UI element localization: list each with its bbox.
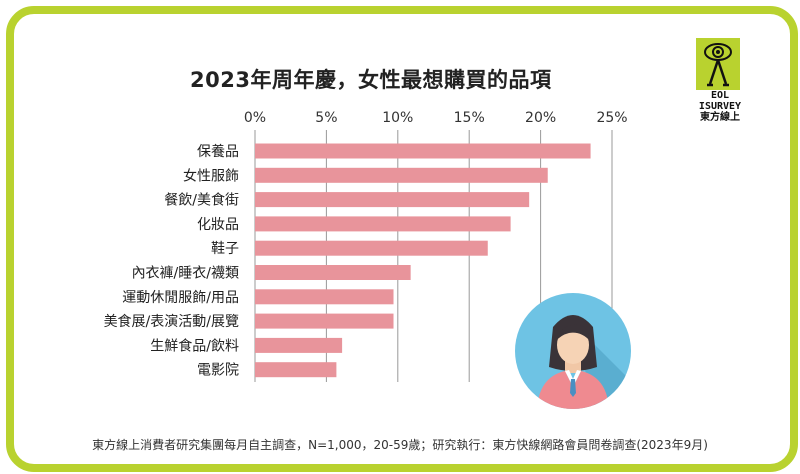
bar — [255, 167, 548, 183]
category-label: 餐飲/美食街 — [164, 192, 239, 209]
bar — [255, 265, 411, 280]
chart-title-text: 2023年周年慶，女性最想購買的品項 — [190, 68, 552, 92]
x-tick-label: 25% — [596, 110, 627, 126]
category-label: 內衣褲/睡衣/襪類 — [132, 266, 239, 282]
category-label: 生鮮食品/飲料 — [150, 337, 239, 354]
logo-brand: 東方線上 — [700, 112, 740, 123]
x-tick-label: 10% — [382, 110, 413, 126]
bar — [255, 216, 511, 232]
x-tick-label: 5% — [315, 110, 337, 126]
bar — [255, 143, 591, 159]
logo-line-2: ISURVEY — [698, 101, 742, 112]
bar — [255, 337, 343, 353]
eye-logo-icon — [696, 38, 740, 90]
category-label: 化妝品 — [197, 217, 239, 233]
eol-isurvey-logo: EOL ISURVEY 東方線上 — [690, 38, 754, 124]
bar — [255, 313, 394, 329]
logo-line-1: EOL — [710, 90, 730, 101]
card-frame — [6, 6, 798, 472]
category-label: 電影院 — [197, 363, 239, 379]
bar — [255, 240, 488, 256]
source-footnote: 東方線上消費者研究集團每月自主調查，N=1,000，20-59歲；研究執行：東方… — [92, 438, 708, 452]
woman-avatar-icon — [515, 293, 631, 409]
bar — [255, 362, 337, 378]
category-label: 女性服飾 — [183, 167, 239, 184]
x-tick-label: 0% — [244, 110, 266, 126]
bar — [255, 289, 394, 305]
category-label: 美食展/表演活動/展覽 — [104, 313, 239, 330]
x-tick-label: 20% — [525, 110, 556, 126]
bar — [255, 192, 530, 208]
category-label: 保養品 — [197, 143, 239, 160]
x-tick-label: 15% — [454, 110, 485, 126]
category-label: 運動休閒服飾/用品 — [122, 290, 239, 306]
category-label: 鞋子 — [211, 241, 239, 257]
